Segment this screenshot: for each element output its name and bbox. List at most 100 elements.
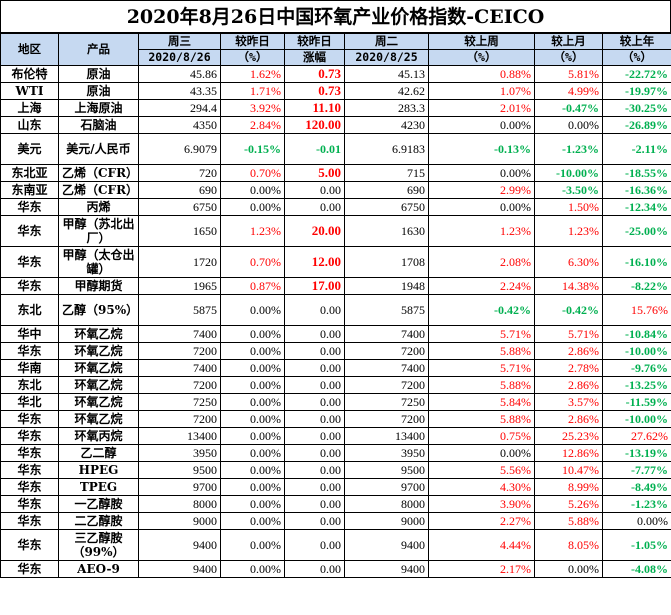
cell-month-change: 25.23% — [534, 427, 603, 445]
cell-product: 丙烯 — [58, 198, 139, 216]
cell-year-change: -19.97% — [602, 82, 671, 100]
cell-year-change: -26.89% — [602, 116, 671, 134]
cell-region: 华东 — [0, 246, 59, 278]
cell-week-change: 4.44% — [428, 529, 535, 561]
header-abs-change: 较昨日 — [284, 33, 345, 50]
cell-region: 东北亚 — [0, 164, 59, 182]
cell-week-change: 0.00% — [428, 198, 535, 216]
header-pct-change: 较昨日 — [220, 33, 285, 50]
cell-pct-change: 0.70% — [220, 246, 285, 278]
cell-month-change: 4.99% — [534, 82, 603, 100]
cell-region: 华东 — [0, 215, 59, 247]
cell-abs-change: 17.00 — [284, 277, 345, 295]
cell-tue-price: 9400 — [344, 529, 429, 561]
cell-month-change: 5.26% — [534, 495, 603, 513]
cell-year-change: -11.59% — [602, 393, 671, 411]
table-row: 华东 甲醇期货 1965 0.87% 17.00 1948 2.24% 14.38% -8.22… — [0, 277, 671, 295]
cell-year-change: -16.36% — [602, 181, 671, 199]
table-row: 华中 环氧乙烷 7400 0.00% 0.00 7400 5.71% 5.71% -10.84% — [0, 325, 671, 343]
table-row: 东北 环氧乙烷 7200 0.00% 0.00 7200 5.88% 2.86% -13.25% — [0, 376, 671, 394]
table-row: 华东 AEO-9 9400 0.00% 0.00 9400 2.17% 0.00% -4.08% — [0, 560, 671, 578]
header-row-1: 地区 产品 周三 较昨日 较昨日 周二 较上周 较上月 较上年 — [0, 33, 671, 66]
cell-region: 华东 — [0, 342, 59, 360]
cell-month-change: 5.88% — [534, 512, 603, 530]
cell-region: 上海 — [0, 99, 59, 117]
cell-pct-change: 1.62% — [220, 65, 285, 83]
cell-abs-change: 0.00 — [284, 560, 345, 578]
cell-abs-change: 12.00 — [284, 246, 345, 278]
cell-region: 华中 — [0, 325, 59, 343]
cell-product: 上海原油 — [58, 99, 139, 117]
cell-wed-price: 294.4 — [138, 99, 221, 117]
table-row: 上海 上海原油 294.4 3.92% 11.10 283.3 2.01% -0.47% -30… — [0, 99, 671, 117]
cell-pct-change: 0.00% — [220, 495, 285, 513]
cell-tue-price: 8000 — [344, 495, 429, 513]
header-year: 较上年 — [602, 33, 671, 50]
cell-product: 原油 — [58, 82, 139, 100]
cell-week-change: 1.07% — [428, 82, 535, 100]
cell-year-change: -18.55% — [602, 164, 671, 182]
cell-wed-price: 5875 — [138, 294, 221, 326]
cell-week-change: 5.84% — [428, 393, 535, 411]
cell-product: 石脑油 — [58, 116, 139, 134]
cell-product: 三乙醇胺（99%） — [58, 529, 139, 561]
cell-region: 东南亚 — [0, 181, 59, 199]
cell-product: 原油 — [58, 65, 139, 83]
cell-week-change: -0.13% — [428, 133, 535, 165]
cell-abs-change: 0.00 — [284, 325, 345, 343]
cell-month-change: -0.42% — [534, 294, 603, 326]
cell-tue-price: 5875 — [344, 294, 429, 326]
header-row-2: 2020/8/26 （%） 涨幅 2020/8/25 （%） （%） （%） — [1, 49, 671, 66]
cell-week-change: 5.56% — [428, 461, 535, 479]
cell-week-change: 0.75% — [428, 427, 535, 445]
table-body: 布伦特 原油 45.86 1.62% 0.73 45.13 0.88% 5.81% -22.72… — [0, 65, 671, 578]
header-tue: 周二 — [344, 33, 429, 50]
header-year-unit: （%） — [602, 49, 671, 66]
cell-pct-change: 0.00% — [220, 512, 285, 530]
cell-abs-change: -0.01 — [284, 133, 345, 165]
cell-year-change: 0.00% — [602, 512, 671, 530]
cell-region: 华东 — [0, 444, 59, 462]
header-tue-date: 2020/8/25 — [344, 49, 429, 66]
cell-month-change: 5.81% — [534, 65, 603, 83]
cell-week-change: -0.42% — [428, 294, 535, 326]
table-row: 华东 三乙醇胺（99%） 9400 0.00% 0.00 9400 4.44% 8.05% -1… — [0, 529, 671, 561]
cell-month-change: 3.57% — [534, 393, 603, 411]
cell-week-change: 2.08% — [428, 246, 535, 278]
cell-abs-change: 0.00 — [284, 294, 345, 326]
cell-year-change: -10.00% — [602, 410, 671, 428]
cell-tue-price: 9400 — [344, 560, 429, 578]
cell-tue-price: 7200 — [344, 342, 429, 360]
cell-month-change: 8.05% — [534, 529, 603, 561]
cell-product: 乙二醇 — [58, 444, 139, 462]
cell-region: 华北 — [0, 393, 59, 411]
cell-product: 二乙醇胺 — [58, 512, 139, 530]
cell-month-change: 0.00% — [534, 560, 603, 578]
cell-month-change: 14.38% — [534, 277, 603, 295]
cell-year-change: -22.72% — [602, 65, 671, 83]
cell-product: 环氧乙烷 — [58, 410, 139, 428]
cell-region: 华东 — [0, 198, 59, 216]
price-table: 地区 产品 周三 较昨日 较昨日 周二 较上周 较上月 较上年 2020/8/2… — [0, 33, 671, 578]
cell-abs-change: 0.00 — [284, 376, 345, 394]
cell-month-change: 5.71% — [534, 325, 603, 343]
cell-wed-price: 1965 — [138, 277, 221, 295]
cell-wed-price: 1720 — [138, 246, 221, 278]
cell-week-change: 4.30% — [428, 478, 535, 496]
cell-week-change: 5.71% — [428, 325, 535, 343]
cell-wed-price: 9000 — [138, 512, 221, 530]
table-row: WTI 原油 43.35 1.71% 0.73 42.62 1.07% 4.99% -19.97… — [0, 82, 671, 100]
cell-year-change: -10.00% — [602, 342, 671, 360]
cell-abs-change: 5.00 — [284, 164, 345, 182]
cell-abs-change: 0.00 — [284, 529, 345, 561]
header-week-unit: （%） — [428, 49, 535, 66]
cell-pct-change: 0.00% — [220, 393, 285, 411]
cell-month-change: 1.23% — [534, 215, 603, 247]
cell-product: 环氧丙烷 — [58, 427, 139, 445]
cell-month-change: 10.47% — [534, 461, 603, 479]
cell-wed-price: 3950 — [138, 444, 221, 462]
cell-abs-change: 0.00 — [284, 512, 345, 530]
cell-region: 东北 — [0, 294, 59, 326]
cell-region: 华东 — [0, 512, 59, 530]
cell-pct-change: 0.00% — [220, 376, 285, 394]
